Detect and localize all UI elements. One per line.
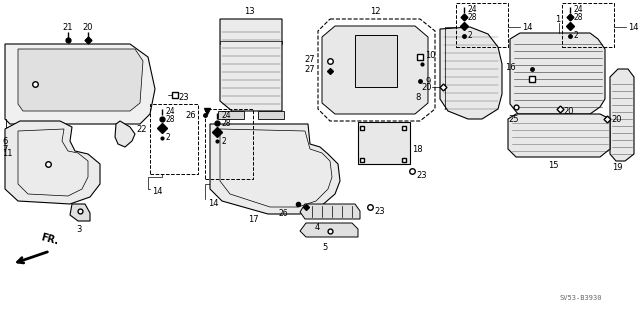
Polygon shape	[220, 19, 282, 111]
Text: 2: 2	[166, 133, 171, 143]
Text: SV53-B3930: SV53-B3930	[560, 295, 602, 301]
Text: 14: 14	[522, 23, 532, 32]
Text: 5: 5	[322, 242, 327, 251]
Text: 13: 13	[244, 8, 255, 17]
Text: 2: 2	[468, 32, 473, 41]
Polygon shape	[210, 124, 340, 214]
Text: 18: 18	[412, 145, 422, 153]
Text: 17: 17	[248, 214, 259, 224]
Text: 24: 24	[468, 5, 477, 14]
Polygon shape	[510, 33, 605, 114]
Text: 23: 23	[416, 172, 427, 181]
Polygon shape	[258, 111, 284, 119]
Polygon shape	[218, 111, 244, 119]
Text: 22: 22	[136, 124, 147, 133]
Polygon shape	[70, 204, 90, 221]
Text: 24: 24	[221, 112, 230, 121]
Text: 19: 19	[612, 162, 623, 172]
Text: 14: 14	[152, 187, 163, 196]
Text: 4: 4	[315, 222, 320, 232]
Text: 23: 23	[178, 93, 189, 102]
Text: 20: 20	[563, 108, 573, 116]
Text: 28: 28	[468, 12, 477, 21]
Text: 26: 26	[278, 210, 288, 219]
Text: 28: 28	[221, 118, 230, 128]
Text: 9: 9	[425, 77, 430, 85]
Polygon shape	[300, 223, 358, 237]
Text: 2: 2	[221, 137, 226, 145]
Text: 2: 2	[574, 32, 579, 41]
Text: 3: 3	[76, 225, 81, 234]
Text: 16: 16	[505, 63, 516, 71]
Text: 25: 25	[508, 115, 518, 123]
Text: 26: 26	[186, 110, 196, 120]
Text: 7: 7	[2, 145, 8, 153]
Text: 14: 14	[628, 23, 639, 32]
Text: 11: 11	[2, 150, 13, 159]
Text: 27: 27	[305, 64, 315, 73]
Text: 23: 23	[374, 206, 385, 216]
FancyBboxPatch shape	[355, 35, 397, 87]
Polygon shape	[18, 49, 143, 111]
Text: 14: 14	[208, 199, 218, 209]
Polygon shape	[300, 204, 360, 219]
Text: 21: 21	[62, 24, 72, 33]
Text: 20: 20	[611, 115, 621, 123]
Polygon shape	[115, 121, 135, 147]
Text: 24: 24	[574, 5, 584, 14]
Text: 10: 10	[425, 50, 435, 60]
Text: 12: 12	[370, 8, 381, 17]
Polygon shape	[5, 121, 100, 204]
Polygon shape	[440, 27, 502, 119]
Text: 15: 15	[548, 161, 559, 170]
Text: 6: 6	[2, 137, 8, 145]
Polygon shape	[610, 69, 634, 161]
Polygon shape	[5, 44, 155, 124]
Text: 28: 28	[166, 115, 175, 123]
Text: 20: 20	[82, 24, 93, 33]
Polygon shape	[508, 114, 610, 157]
Polygon shape	[322, 26, 428, 114]
Text: 1: 1	[555, 14, 560, 24]
Text: FR.: FR.	[40, 233, 60, 247]
Text: 20: 20	[422, 83, 432, 92]
Text: 24: 24	[166, 108, 175, 116]
Text: 28: 28	[574, 12, 584, 21]
Text: 8: 8	[415, 93, 420, 101]
FancyBboxPatch shape	[358, 122, 410, 164]
Text: 27: 27	[305, 55, 315, 63]
